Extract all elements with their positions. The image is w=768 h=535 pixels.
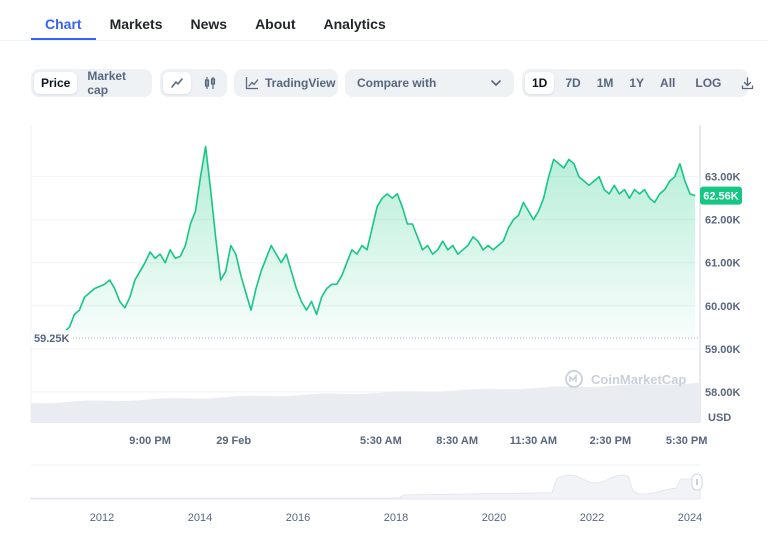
y-tick-label: 60.00K	[705, 301, 741, 313]
tab-divider	[0, 40, 768, 41]
tradingview-label: TradingView	[265, 76, 336, 90]
log-scale-button[interactable]: LOG	[695, 76, 722, 90]
tab-analytics[interactable]: Analytics	[323, 16, 386, 32]
price-series-line	[33, 145, 696, 346]
price-line	[33, 145, 696, 346]
currency-label: USD	[708, 412, 731, 424]
x-tick-label: 5:30 PM	[666, 435, 708, 447]
line-chart-icon	[171, 78, 183, 88]
range-7d-button[interactable]: 7D	[565, 76, 581, 90]
axes: 63.00K 62.00K 61.00K 60.00K 59.00K 58.00K USD 9…	[31, 172, 742, 447]
download-icon	[742, 76, 754, 89]
tab-bar: Chart Markets News About Analytics	[31, 0, 400, 41]
line-chart-button[interactable]	[163, 72, 191, 94]
compare-with-label: Compare with	[357, 76, 437, 90]
y-tick-label: 59.00K	[705, 344, 741, 356]
price-area	[34, 146, 695, 345]
range-1y-button[interactable]: 1Y	[629, 76, 645, 90]
chart-area-icon	[245, 77, 259, 90]
current-price-badge	[700, 186, 742, 205]
watermark: CoinMarketCap	[565, 370, 686, 388]
x-tick-label: 11:30 AM	[510, 435, 557, 447]
navigator-history-area	[30, 474, 701, 500]
download-button[interactable]	[735, 72, 760, 94]
y-tick-label: 61.00K	[705, 258, 741, 270]
range-all-button[interactable]: All	[660, 76, 676, 90]
price-area-fill	[34, 146, 695, 345]
x-tick-label: 9:00 PM	[129, 435, 171, 447]
market-cap-button[interactable]: Market cap	[87, 69, 127, 97]
navigator-year-label: 2014	[188, 512, 212, 524]
x-tick-label: 5:30 AM	[360, 435, 402, 447]
navigator-year-label: 2022	[580, 512, 604, 524]
chart-type-toggle	[160, 69, 227, 97]
current-price-label: 62.56K	[703, 191, 739, 203]
tab-markets[interactable]: Markets	[109, 16, 163, 32]
navigator-year-label: 2024	[678, 512, 702, 524]
volume-area-shape	[31, 382, 700, 422]
y-tick-label: 62.00K	[705, 215, 741, 227]
y-tick-label: 58.00K	[705, 387, 741, 399]
volume-area	[31, 382, 700, 422]
x-tick-label: 29 Feb	[216, 435, 251, 447]
x-tick-label: 8:30 AM	[436, 435, 478, 447]
navigator-year-label: 2018	[384, 512, 408, 524]
range-navigator[interactable]: 2012 2014 2016 2018 2020 2022 2024	[30, 464, 703, 524]
range-1d-button[interactable]: 1D	[525, 72, 555, 94]
coinmarketcap-logo-mark	[569, 373, 577, 382]
tab-chart[interactable]: Chart	[31, 0, 96, 41]
watermark-text: CoinMarketCap	[591, 372, 686, 387]
tab-news[interactable]: News	[190, 16, 228, 32]
price-marketcap-toggle: Price Market cap	[31, 69, 152, 97]
open-price-label: 59.25K	[34, 333, 70, 345]
tradingview-button[interactable]: TradingView	[234, 69, 338, 97]
navigator-year-label: 2016	[286, 512, 310, 524]
range-1m-button[interactable]: 1M	[596, 76, 614, 90]
x-tick-label: 2:30 PM	[590, 435, 632, 447]
navigator-year-label: 2020	[482, 512, 506, 524]
chevron-down-icon	[491, 80, 501, 86]
price-button[interactable]: Price	[34, 72, 78, 94]
navigator-year-label: 2012	[90, 512, 114, 524]
time-range-selector: 1D 7D 1M 1Y All LOG	[522, 69, 754, 97]
candlestick-button[interactable]	[196, 72, 224, 94]
compare-with-dropdown[interactable]: Compare with	[345, 69, 514, 97]
coinmarketcap-logo-icon	[565, 370, 583, 388]
y-tick-label: 63.00K	[705, 172, 741, 184]
candlestick-icon	[204, 77, 216, 89]
open-price-label-bg	[31, 330, 73, 347]
tab-about[interactable]: About	[255, 16, 296, 32]
